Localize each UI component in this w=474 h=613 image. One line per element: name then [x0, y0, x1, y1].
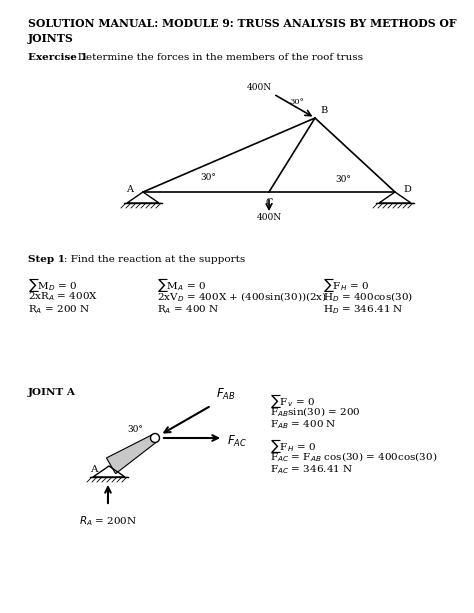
Circle shape [151, 433, 159, 443]
Text: R$_A$ = 400 N: R$_A$ = 400 N [157, 303, 219, 316]
Text: $\sum$F$_H$ = 0: $\sum$F$_H$ = 0 [323, 276, 369, 294]
Text: D: D [403, 186, 411, 194]
Polygon shape [107, 435, 157, 474]
Text: 2xR$_A$ = 400X: 2xR$_A$ = 400X [28, 290, 98, 303]
Text: $\sum$M$_D$ = 0: $\sum$M$_D$ = 0 [28, 276, 78, 294]
Text: 400N: 400N [256, 213, 282, 222]
Text: 30°: 30° [335, 175, 351, 185]
Text: 30°: 30° [127, 425, 143, 435]
Text: JOINT A: JOINT A [28, 388, 76, 397]
Text: C: C [265, 198, 273, 207]
Text: B: B [320, 106, 327, 115]
Text: $R_A$ = 200N: $R_A$ = 200N [79, 514, 137, 528]
Text: A: A [91, 465, 98, 473]
Text: : Determine the forces in the members of the roof truss: : Determine the forces in the members of… [71, 53, 363, 62]
Text: 400N: 400N [246, 83, 272, 92]
Text: 2xV$_D$ = 400X + (400sin(30))(2x): 2xV$_D$ = 400X + (400sin(30))(2x) [157, 290, 327, 303]
Text: H$_D$ = 346.41 N: H$_D$ = 346.41 N [323, 303, 403, 316]
Text: $\sum$F$_v$ = 0: $\sum$F$_v$ = 0 [270, 392, 315, 410]
Text: $F_{AB}$: $F_{AB}$ [216, 386, 236, 402]
Text: F$_{AC}$ = 346.41 N: F$_{AC}$ = 346.41 N [270, 463, 353, 476]
Text: SOLUTION MANUAL: MODULE 9: TRUSS ANALYSIS BY METHODS OF: SOLUTION MANUAL: MODULE 9: TRUSS ANALYSI… [28, 18, 456, 29]
Text: : Find the reaction at the supports: : Find the reaction at the supports [64, 255, 245, 264]
Text: F$_{AC}$ = F$_{AB}$ cos(30) = 400cos(30): F$_{AC}$ = F$_{AB}$ cos(30) = 400cos(30) [270, 450, 438, 463]
Text: Exercise 1: Exercise 1 [28, 53, 88, 62]
Text: F$_{AB}$sin(30) = 200: F$_{AB}$sin(30) = 200 [270, 405, 361, 419]
Text: $F_{AC}$: $F_{AC}$ [227, 433, 247, 449]
Text: 30°: 30° [200, 173, 216, 183]
Text: F$_{AB}$ = 400 N: F$_{AB}$ = 400 N [270, 418, 337, 431]
Text: 30°: 30° [290, 98, 304, 106]
Text: A: A [126, 186, 133, 194]
Text: Step 1: Step 1 [28, 255, 65, 264]
Text: $\sum$M$_A$ = 0: $\sum$M$_A$ = 0 [157, 276, 206, 294]
Text: $\sum$F$_H$ = 0: $\sum$F$_H$ = 0 [270, 437, 316, 455]
Text: JOINTS: JOINTS [28, 33, 74, 44]
Text: H$_D$ = 400cos(30): H$_D$ = 400cos(30) [323, 290, 413, 303]
Text: R$_A$ = 200 N: R$_A$ = 200 N [28, 303, 90, 316]
